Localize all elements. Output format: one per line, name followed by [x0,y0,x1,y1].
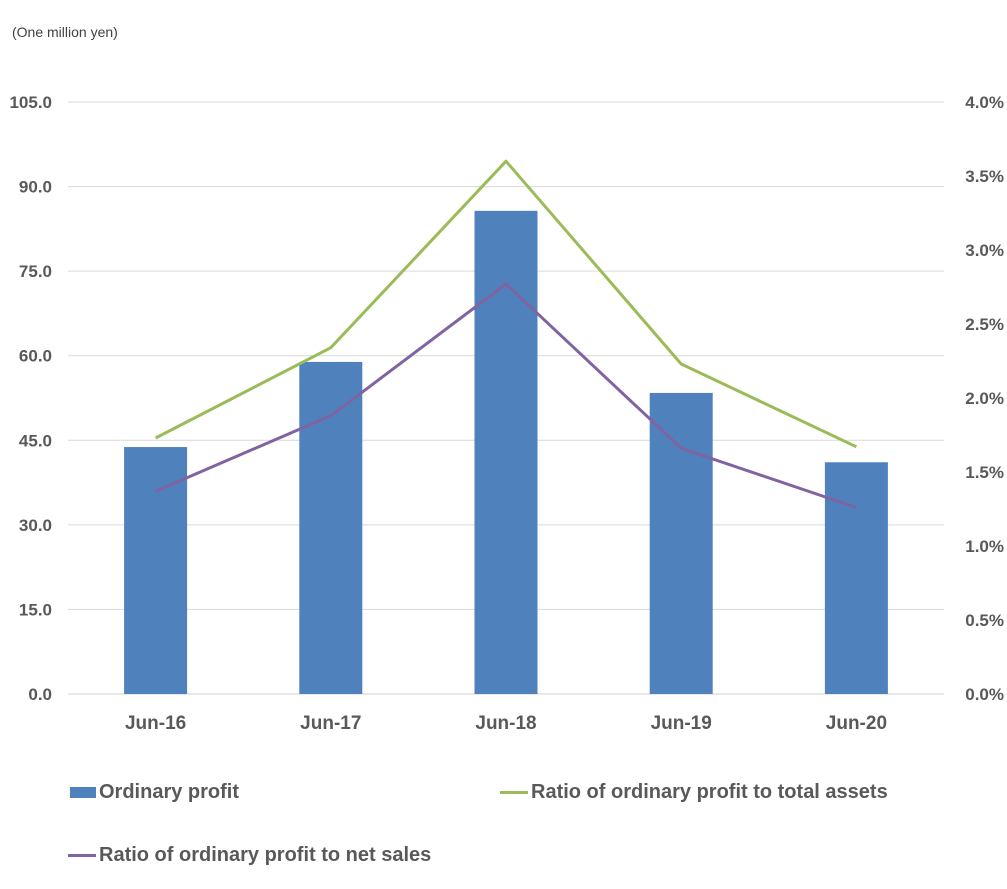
category-label: Jun-19 [651,713,712,734]
legend-ordinary-profit-label: Ordinary profit [99,781,240,803]
right-tick-label: 0.5% [965,611,1004,630]
legend-bar-swatch [70,787,96,798]
unit-label: (One million yen) [12,24,118,40]
bar-ordinary-profit [474,210,538,694]
left-tick-label: 90.0 [19,178,52,197]
left-tick-label: 60.0 [19,347,52,366]
category-labels: Jun-16 Jun-17 Jun-18 Jun-19 Jun-20 [125,713,887,734]
line-ratio-total-assets [154,159,858,449]
left-tick-label: 30.0 [19,516,52,535]
right-tick-label: 4.0% [965,93,1004,112]
right-tick-label: 0.0% [965,685,1004,704]
right-tick-label: 1.5% [965,463,1004,482]
legend-ratio-total-assets: Ratio of ordinary profit to total assets [500,781,888,804]
right-tick-label: 1.0% [965,537,1004,556]
bar-ordinary-profit [124,447,188,694]
category-label: Jun-18 [475,713,536,734]
right-tick-label: 3.0% [965,241,1004,260]
right-tick-label: 3.5% [965,167,1004,186]
left-axis-ticks: 0.0 15.0 30.0 45.0 60.0 75.0 90.0 105.0 [9,93,52,704]
bar-ordinary-profit [824,462,888,694]
left-tick-label: 75.0 [19,262,52,281]
category-label: Jun-17 [300,713,361,734]
left-tick-label: 0.0 [28,685,52,704]
left-tick-label: 105.0 [9,93,52,112]
line-ratio-net-sales [155,282,857,509]
bar-ordinary-profit [299,361,363,694]
right-tick-label: 2.0% [965,389,1004,408]
category-label: Jun-20 [826,713,887,734]
right-tick-label: 2.5% [965,315,1004,334]
category-label: Jun-16 [125,713,186,734]
legend-ratio-net-sales-label: Ratio of ordinary profit to net sales [99,844,432,866]
left-tick-label: 45.0 [19,431,52,450]
legend-ratio-net-sales: Ratio of ordinary profit to net sales [68,844,431,867]
legend-ordinary-profit: Ordinary profit [70,781,239,804]
bar-ordinary-profit [649,392,713,694]
left-tick-label: 15.0 [19,600,52,619]
legend-purple-line-swatch [68,854,96,857]
ratio-lines [154,159,858,509]
legend-ratio-total-assets-label: Ratio of ordinary profit to total assets [531,781,888,803]
ordinary-profit-bars [124,210,888,694]
legend-green-line-swatch [500,791,528,794]
right-axis-ticks: 0.0% 0.5% 1.0% 1.5% 2.0% 2.5% 3.0% 3.5% 4.0% [965,93,1004,704]
